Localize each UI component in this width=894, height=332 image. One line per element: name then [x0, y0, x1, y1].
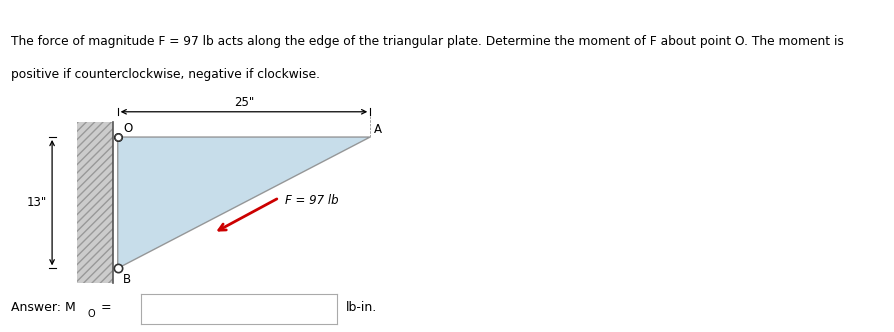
Text: =: =: [97, 300, 111, 314]
Text: lb-in.: lb-in.: [346, 300, 377, 314]
Text: A: A: [374, 123, 382, 136]
Polygon shape: [118, 137, 370, 268]
Text: 13": 13": [27, 196, 47, 209]
Text: O: O: [88, 309, 96, 319]
Text: i: i: [128, 302, 131, 315]
Text: The force of magnitude F = 97 lb acts along the edge of the triangular plate. De: The force of magnitude F = 97 lb acts al…: [11, 35, 843, 48]
Text: Answer: M: Answer: M: [11, 300, 75, 314]
Text: positive if counterclockwise, negative if clockwise.: positive if counterclockwise, negative i…: [11, 68, 319, 81]
Polygon shape: [77, 122, 113, 284]
Text: 25": 25": [233, 96, 254, 109]
Text: B: B: [122, 273, 131, 286]
Text: O: O: [123, 122, 133, 135]
Text: F = 97 lb: F = 97 lb: [285, 194, 339, 207]
